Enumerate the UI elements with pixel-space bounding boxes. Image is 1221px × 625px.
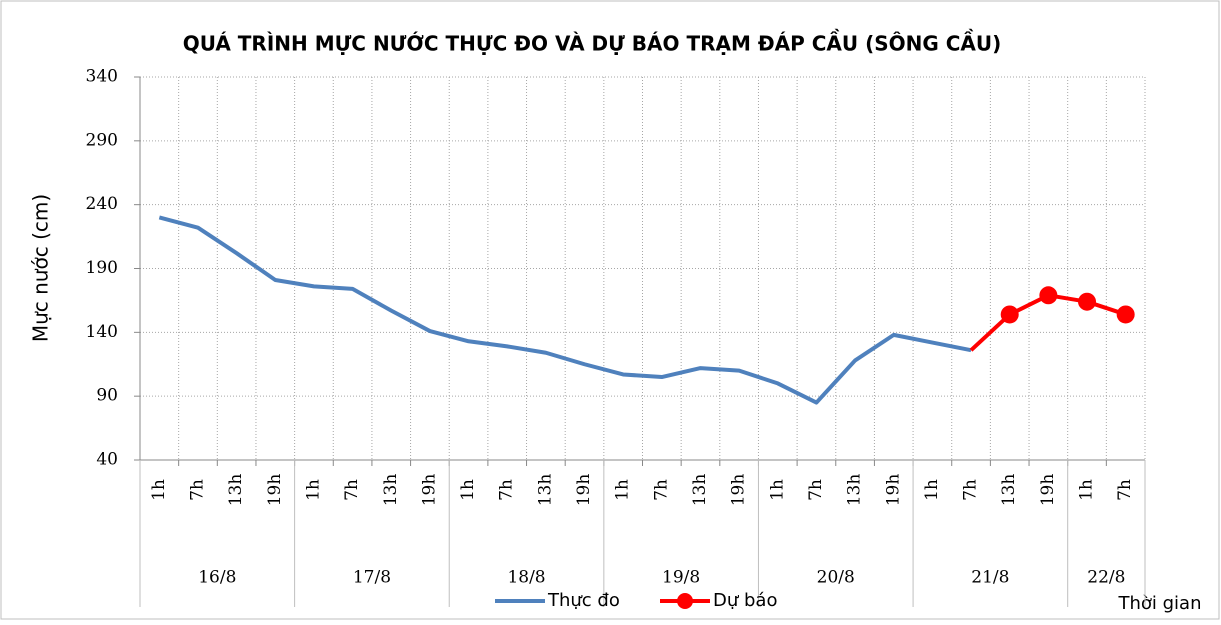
x-tick-label: 13h [845, 474, 865, 507]
x-tick-label: 7h [806, 479, 826, 501]
y-axis-label: Mực nước (cm) [29, 194, 53, 342]
x-tick-label: 1h [303, 479, 323, 501]
series-marker [1000, 305, 1019, 324]
x-tick-label: 19h [574, 474, 594, 507]
x-tick-label: 19h [1038, 474, 1058, 507]
y-tick-label: 40 [96, 450, 118, 470]
x-tick-label: 7h [187, 479, 207, 501]
y-tick-label: 340 [86, 67, 118, 87]
x-tick-label: 1h [767, 479, 787, 501]
x-tick-label: 1h [922, 479, 942, 501]
y-tick-label: 240 [86, 194, 118, 214]
x-tick-label: 7h [342, 479, 362, 501]
x-tick-label: 19h [419, 474, 439, 507]
x-tick-label: 13h [999, 474, 1019, 507]
x-tick-label: 7h [1115, 479, 1135, 501]
date-label: 19/8 [662, 568, 700, 588]
y-tick-label: 190 [86, 258, 118, 278]
x-tick-label: 19h [729, 474, 749, 507]
date-label: 22/8 [1087, 568, 1125, 588]
x-tick-label: 1h [613, 479, 633, 501]
date-label: 20/8 [817, 568, 855, 588]
x-tick-label: 1h [149, 479, 169, 501]
x-tick-label: 13h [690, 474, 710, 507]
legend-marker [677, 593, 693, 609]
x-tick-label: 7h [497, 479, 517, 501]
series-marker [1078, 292, 1097, 311]
y-tick-label: 290 [86, 130, 118, 150]
series-marker [1116, 305, 1135, 324]
x-tick-label: 13h [535, 474, 555, 507]
legend-label: Dự báo [713, 590, 777, 611]
x-tick-label: 1h [1077, 479, 1097, 501]
series-marker [1039, 286, 1058, 305]
legend-label: Thực đo [547, 590, 620, 611]
x-tick-label: 7h [651, 479, 671, 501]
y-tick-label: 140 [86, 322, 118, 342]
series-line [158, 215, 972, 405]
chart-title: QUÁ TRÌNH MỰC NƯỚC THỰC ĐO VÀ DỰ BÁO TRẠ… [183, 30, 1002, 56]
x-tick-label: 19h [883, 474, 903, 507]
date-label: 18/8 [507, 568, 545, 588]
x-tick-label: 1h [458, 479, 478, 501]
y-tick-label: 90 [96, 386, 118, 406]
x-axis-label: Thời gian [1117, 593, 1201, 614]
date-label: 16/8 [198, 568, 236, 588]
date-label: 21/8 [971, 568, 1009, 588]
x-tick-label: 13h [381, 474, 401, 507]
date-label: 17/8 [353, 568, 391, 588]
x-tick-label: 19h [265, 474, 285, 507]
x-tick-label: 13h [226, 474, 246, 507]
x-tick-label: 7h [961, 479, 981, 501]
